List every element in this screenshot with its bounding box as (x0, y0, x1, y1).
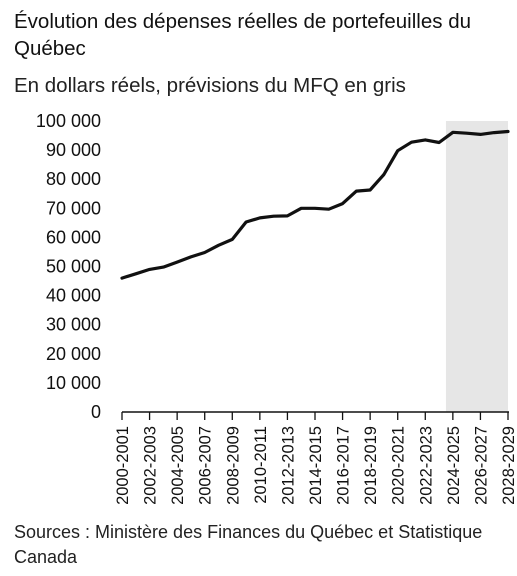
data-point (327, 208, 330, 210)
x-tick-label: 2026-2027 (472, 426, 490, 505)
data-point (190, 256, 192, 258)
y-tick-label: 50 000 (46, 257, 101, 277)
x-tick-label: 2008-2009 (224, 426, 242, 505)
data-point (465, 132, 468, 135)
data-point (452, 131, 454, 134)
chart-subtitle: En dollars réels, prévisions du MFQ en g… (14, 74, 406, 97)
x-tick-label: 2010-2011 (252, 426, 270, 504)
x-tick-label: 2012-2013 (279, 426, 297, 505)
data-point (134, 272, 137, 275)
y-tick-label: 60 000 (46, 227, 101, 247)
x-tick-label: 2020-2021 (390, 426, 408, 505)
x-tick-label: 2004-2005 (169, 426, 187, 505)
chart-title: Évolution des dépenses réelles de portef… (14, 10, 471, 60)
x-tick-label: 2006-2007 (197, 426, 215, 505)
data-point (396, 149, 399, 152)
y-tick-label: 70 000 (46, 198, 101, 218)
data-point (148, 268, 151, 271)
data-point (300, 207, 303, 210)
y-tick-label: 80 000 (46, 169, 101, 189)
data-point (231, 238, 234, 241)
data-point (341, 202, 344, 205)
data-point (217, 244, 220, 247)
y-tick-label: 30 000 (46, 315, 101, 335)
x-tick-label: 2028-2029 (500, 426, 517, 505)
data-point (259, 217, 261, 219)
data-point (203, 251, 206, 254)
y-tick-label: 100 000 (36, 111, 101, 131)
data-point (410, 141, 413, 144)
source-note: Sources : Ministère des Finances du Québ… (14, 522, 483, 567)
data-point (245, 221, 247, 223)
data-point (121, 277, 123, 279)
x-tick-label: 2014-2015 (307, 426, 325, 505)
data-point (438, 141, 440, 144)
data-point (383, 173, 385, 176)
x-tick-label: 2016-2017 (335, 426, 353, 505)
data-point (286, 215, 289, 217)
data-point (272, 215, 275, 217)
y-tick-label: 0 (91, 402, 101, 422)
data-point (479, 133, 482, 136)
x-tick-label: 2018-2019 (362, 426, 380, 505)
y-tick-label: 40 000 (46, 286, 101, 306)
data-point (369, 189, 371, 191)
forecast-region (445, 121, 508, 412)
x-tick-label: 2024-2025 (445, 426, 463, 505)
data-point (176, 261, 178, 263)
data-point (424, 139, 427, 141)
x-tick-label: 2002-2003 (142, 426, 160, 505)
data-point (507, 130, 509, 133)
x-tick-label: 2000-2001 (114, 426, 132, 505)
y-tick-label: 20 000 (46, 344, 101, 364)
y-tick-label: 90 000 (46, 140, 101, 160)
data-point (355, 190, 358, 192)
data-point (493, 131, 496, 134)
y-tick-label: 10 000 (46, 373, 101, 393)
data-point (162, 266, 165, 268)
x-tick-label: 2022-2023 (417, 426, 435, 505)
data-point (314, 207, 316, 210)
